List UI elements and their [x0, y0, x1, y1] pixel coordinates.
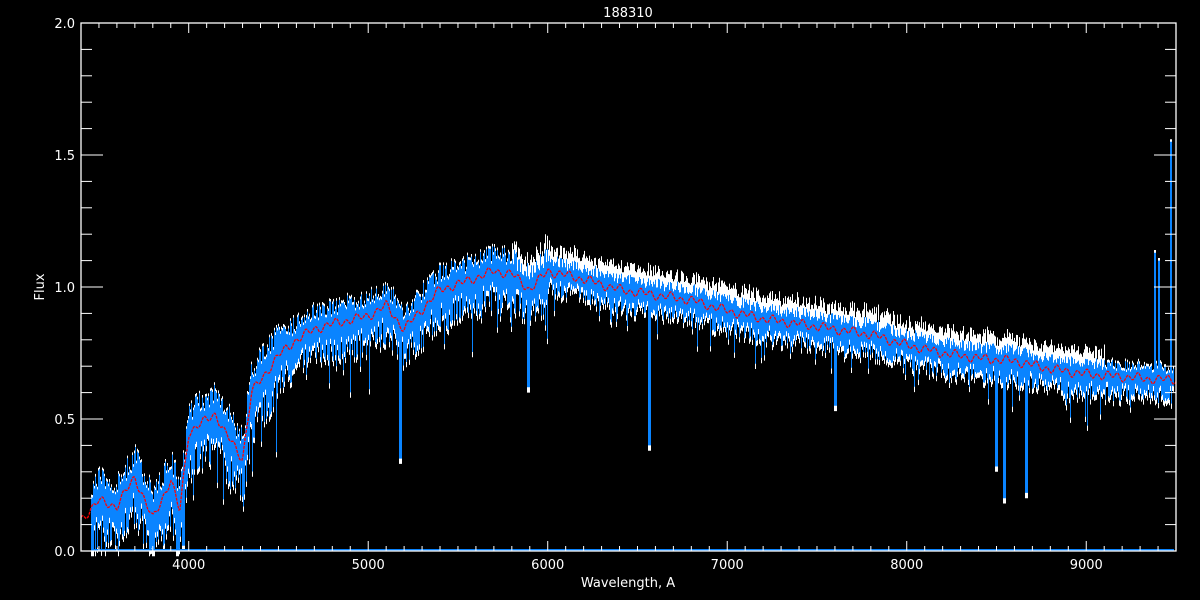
model-spectrum-line: [80, 267, 1177, 520]
x-tick-labels: 4000 5000 6000 7000 8000 9000: [172, 558, 1103, 573]
observed-upper-spectrum: [91, 139, 1174, 557]
x-axis-label: Wavelength, A: [581, 576, 675, 591]
x-tick-label: 7000: [711, 558, 744, 573]
observed-upper-envelope: [91, 139, 1174, 557]
x-tick-label: 9000: [1070, 558, 1103, 573]
y-tick-label: 0.0: [54, 545, 75, 560]
x-tick-label: 8000: [890, 558, 923, 573]
y-tick-label: 1.0: [54, 281, 75, 296]
y-tick-label: 0.5: [54, 413, 75, 428]
chart-title: 188310: [603, 6, 653, 21]
y-tick-labels: 0.0 0.5 1.0 1.5 2.0: [54, 17, 75, 560]
y-tick-label: 1.5: [54, 149, 75, 164]
x-tick-label: 4000: [172, 558, 205, 573]
x-tick-label: 6000: [531, 558, 564, 573]
y-tick-label: 2.0: [54, 17, 75, 32]
x-tick-label: 5000: [352, 558, 385, 573]
axis-ticks: [81, 22, 1177, 552]
y-axis-label: Flux: [33, 273, 48, 300]
